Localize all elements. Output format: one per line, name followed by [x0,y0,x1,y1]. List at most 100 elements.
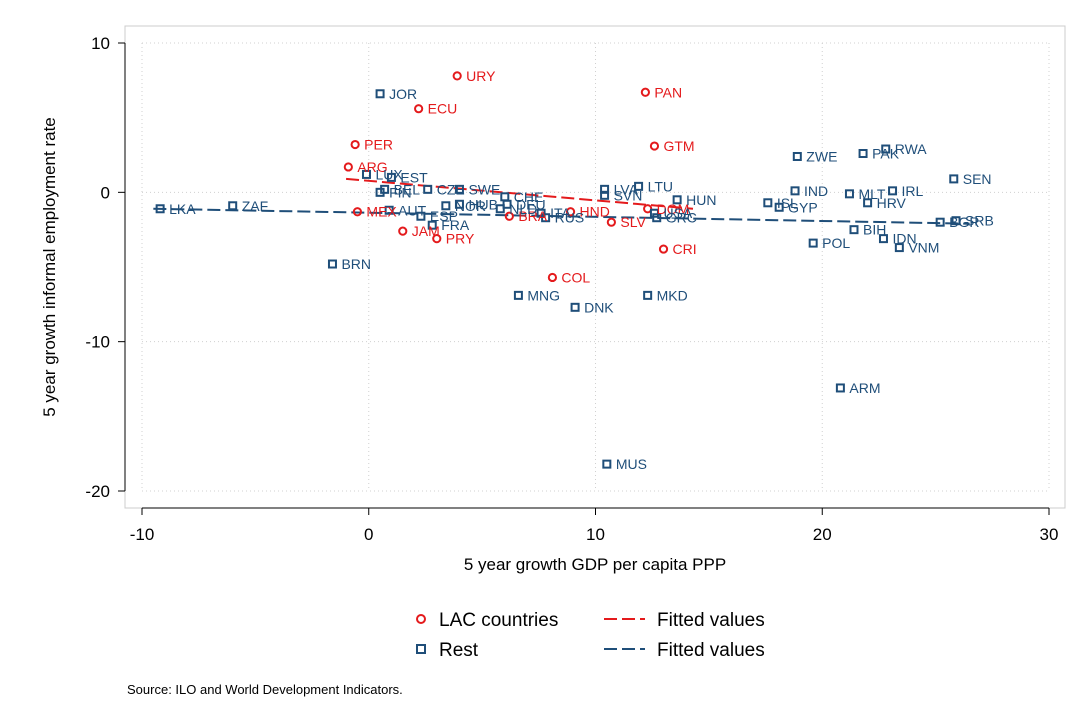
point-label: MKD [657,287,688,303]
point-label: PAK [872,146,900,162]
legend-rest-label: Rest [439,640,479,661]
point-label: ESP [430,208,458,224]
point-label: HUN [686,192,716,208]
data-point [454,199,464,209]
data-point [888,186,898,196]
point-label: GRC [666,210,697,226]
data-point [495,204,505,214]
point-label: LUX [375,166,403,182]
data-points [155,71,961,469]
data-point [427,220,437,230]
data-point [602,459,612,469]
data-point [763,198,773,208]
y-tick-label: 0 [101,183,110,202]
point-label: USA [663,205,692,221]
data-point [881,144,891,154]
point-label: ZWE [806,148,837,164]
point-label: DNK [584,299,614,315]
point-label: BRN [341,256,371,272]
y-tick-label: -10 [85,333,110,352]
fitted-lines [153,177,970,225]
point-label: GYP [788,199,818,215]
point-label: BGR [949,214,979,230]
data-point [228,201,238,211]
data-point [361,169,371,179]
point-label: CZE [437,181,465,197]
data-point [808,238,818,248]
y-tick-label: -20 [85,482,110,501]
point-label: JOR [389,86,417,102]
data-point [790,186,800,196]
point-label: ZAF [242,198,268,214]
data-point [951,216,961,226]
point-label: SWE [468,181,500,197]
point-label: ECU [428,101,458,117]
point-label: LTU [648,178,673,194]
point-label: IDN [892,231,916,247]
data-point [849,225,859,235]
y-tick-label: 10 [91,34,110,53]
data-point [343,162,353,172]
data-point [380,184,390,194]
data-point [452,71,462,81]
point-label: GTM [663,138,694,154]
point-label: LVA [614,181,639,197]
data-point [792,151,802,161]
data-point [606,217,616,227]
point-label: SVN [614,187,643,203]
point-label: DOM [657,201,690,217]
point-label: HRV [877,195,907,211]
point-label: IND [804,183,828,199]
point-label: SRB [965,213,994,229]
point-label: PRY [446,231,475,247]
data-point [844,189,854,199]
point-label: MNG [527,287,560,303]
point-label: BIH [863,222,886,238]
point-label: NLD [509,201,537,217]
point-label: BEL [394,181,421,197]
data-point [935,217,945,227]
legend-lac-fit-label: Fitted values [657,610,765,631]
data-point [634,181,644,191]
point-label: CHE [514,189,544,205]
point-label: SEN [963,171,992,187]
data-point [565,207,576,217]
point-label: LKA [169,201,196,217]
point-label: DEU [516,196,546,212]
point-label: PAN [654,84,682,100]
gridlines [141,42,1050,492]
data-point [441,201,451,211]
data-point [513,290,523,300]
point-label: FRA [441,217,470,233]
point-label: IRL [902,183,924,199]
point-label: URY [466,68,496,84]
x-tick-label: 0 [364,525,373,544]
data-point [155,204,165,214]
data-point [454,184,464,194]
x-tick-label: -10 [130,525,155,544]
x-axis-title: 5 year growth GDP per capita PPP [464,555,726,574]
point-label: POL [822,235,850,251]
x-tick-label: 30 [1040,525,1059,544]
point-label: RWA [895,141,928,157]
data-point [432,234,442,244]
data-point [672,195,682,205]
data-point [541,213,551,223]
point-label: CRI [673,241,697,257]
legend: LAC countries Fitted values Rest Fitted … [416,610,765,661]
point-label: FIN [389,184,412,200]
point-label: BRA [518,208,547,224]
point-label: HND [580,204,610,220]
data-point [600,184,610,194]
data-point [500,192,510,202]
data-point [414,104,424,114]
y-axis-title: 5 year growth informal employment rate [40,117,59,417]
legend-lac-label: LAC countries [439,610,558,631]
data-point [835,383,845,393]
data-point [774,202,784,212]
data-point [600,190,610,200]
point-label: PER [364,137,393,153]
point-label: SLV [620,214,646,230]
data-point [375,89,385,99]
